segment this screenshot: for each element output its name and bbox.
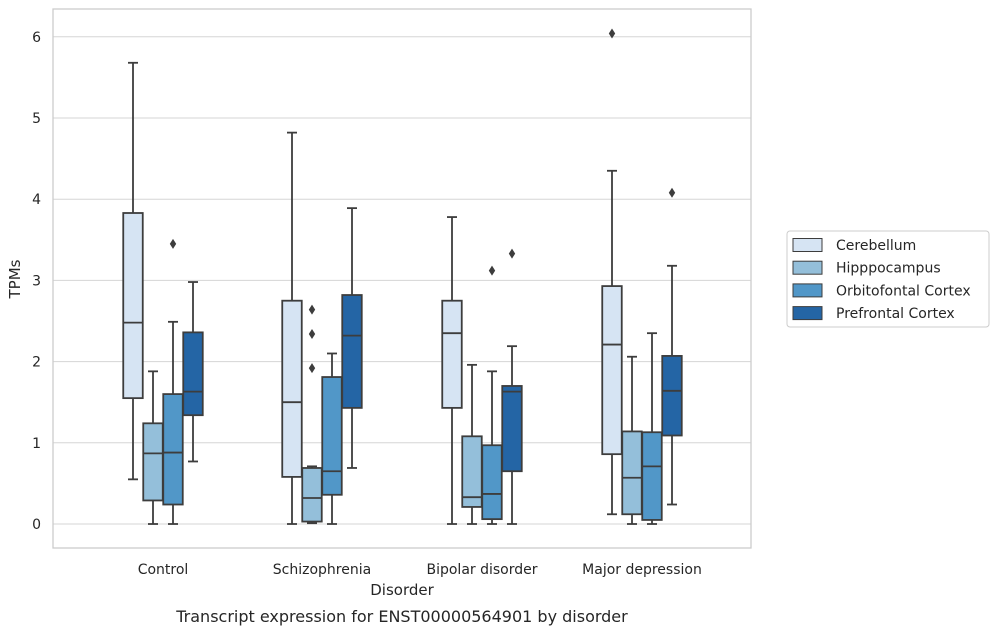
- x-tick-label: Bipolar disorder: [426, 562, 537, 578]
- box-prefrontal-cortex: [501, 248, 523, 525]
- y-tick-label: 0: [32, 517, 41, 533]
- box-iqr: [441, 299, 463, 409]
- box-orbitofontal-cortex: [321, 352, 343, 525]
- legend-label: Prefrontal Cortex: [836, 306, 955, 322]
- legend-swatch: [792, 283, 823, 298]
- outlier-point: [308, 363, 316, 374]
- box-prefrontal-cortex: [182, 281, 204, 463]
- plot-frame: [52, 8, 752, 549]
- y-axis-title: TPMs: [6, 259, 24, 299]
- box-iqr: [661, 355, 683, 437]
- box-groups: [122, 28, 683, 525]
- legend-swatch: [792, 260, 823, 275]
- y-axis-ticks: 0 1 2 3 4 5 6: [32, 30, 41, 533]
- y-tick-label: 6: [32, 30, 41, 46]
- outlier-point: [308, 328, 316, 339]
- box-iqr: [162, 393, 184, 506]
- outlier-point: [508, 248, 516, 259]
- outlier-point: [488, 265, 496, 276]
- legend: Cerebellum Hipppocampus Orbitofontal Corte…: [786, 230, 990, 328]
- box-iqr: [601, 285, 623, 456]
- box-cerebellum: [281, 131, 303, 525]
- x-tick-label: Major depression: [582, 562, 702, 578]
- legend-label: Cerebellum: [836, 238, 916, 254]
- box-iqr: [182, 331, 204, 417]
- outlier-point: [608, 28, 616, 39]
- box-cerebellum: [601, 28, 623, 516]
- x-tick-label: Schizophrenia: [273, 562, 371, 578]
- x-tick-label: Control: [138, 562, 189, 578]
- outlier-point: [668, 187, 676, 198]
- box-iqr: [122, 212, 144, 400]
- box-hipppocampus: [301, 304, 323, 525]
- box-cerebellum: [441, 216, 463, 525]
- y-tick-label: 5: [32, 111, 41, 127]
- box-iqr: [481, 444, 503, 521]
- legend-swatch: [792, 238, 823, 252]
- outlier-point: [169, 238, 177, 249]
- box-iqr: [142, 422, 164, 502]
- box-cerebellum: [122, 61, 144, 481]
- box-prefrontal-cortex: [661, 187, 683, 506]
- box-iqr: [341, 294, 363, 409]
- y-tick-label: 4: [32, 192, 41, 208]
- box-iqr: [301, 467, 323, 523]
- box-orbitofontal-cortex: [641, 332, 663, 525]
- box-hipppocampus: [142, 370, 164, 525]
- legend-frame: [786, 230, 990, 328]
- x-axis-ticks: Control Schizophrenia Bipolar disorder Majo…: [138, 562, 702, 578]
- y-tick-label: 2: [32, 355, 41, 371]
- box-iqr: [621, 430, 643, 516]
- y-tick-label: 1: [32, 436, 41, 452]
- legend-label: Orbitofontal Cortex: [836, 283, 971, 299]
- outlier-point: [308, 304, 316, 315]
- legend-label: Hipppocampus: [836, 261, 941, 277]
- box-prefrontal-cortex: [341, 207, 363, 469]
- y-tick-label: 3: [32, 273, 41, 289]
- chart-caption: Transcript expression for ENST0000056490…: [175, 607, 628, 626]
- box-iqr: [641, 431, 663, 521]
- box-iqr: [281, 299, 303, 478]
- box-iqr: [321, 376, 343, 496]
- box-orbitofontal-cortex: [481, 265, 503, 525]
- box-iqr: [501, 385, 523, 473]
- legend-swatch: [792, 306, 823, 321]
- box-orbitofontal-cortex: [162, 238, 184, 525]
- x-axis-title: Disorder: [370, 581, 434, 599]
- box-hipppocampus: [621, 355, 643, 525]
